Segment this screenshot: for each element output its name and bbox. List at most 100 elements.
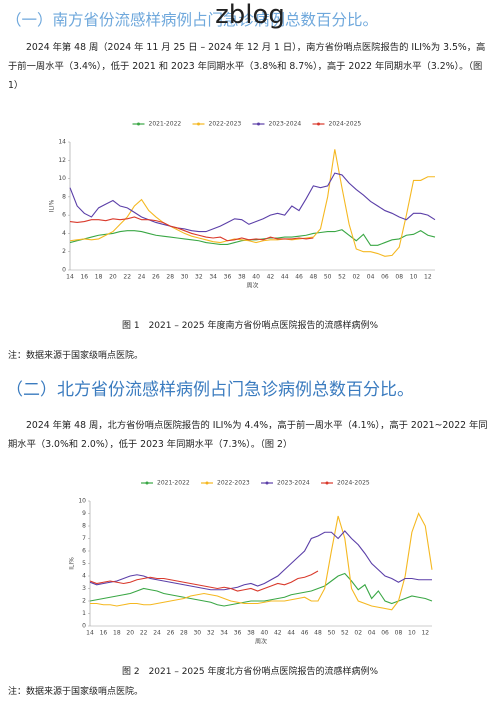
series-line: [69, 172, 436, 233]
legend-marker: [325, 481, 329, 485]
x-tick-label: 44: [287, 630, 295, 637]
x-tick-label: 08: [395, 630, 403, 637]
legend-label: 2023-2024: [269, 121, 302, 128]
y-tick-label: 14: [58, 139, 66, 146]
x-tick-label: 34: [209, 274, 217, 281]
x-tick-label: 06: [381, 274, 389, 281]
x-tick-label: 16: [80, 274, 88, 281]
series-line: [89, 530, 432, 591]
x-tick-label: 30: [193, 630, 201, 637]
legend-label: 2023-2024: [277, 480, 310, 487]
x-tick-label: 46: [301, 630, 309, 637]
y-tick-label: 8: [62, 193, 66, 200]
x-tick-label: 42: [267, 274, 275, 281]
x-tick-label: 20: [109, 274, 117, 281]
caption: 图 1 2021 – 2025 年度南方省份哨点医院报告的流感样病例%: [121, 321, 379, 331]
x-tick-label: 08: [395, 274, 403, 281]
x-tick-label: 12: [421, 630, 429, 637]
x-tick-label: 10: [410, 274, 418, 281]
x-tick-label: 40: [252, 274, 260, 281]
x-tick-label: 36: [224, 274, 232, 281]
x-tick-label: 36: [234, 630, 242, 637]
y-axis-label: ILI%: [49, 199, 56, 212]
series-line: [89, 570, 319, 592]
x-tick-label: 02: [352, 274, 360, 281]
x-tick-label: 30: [181, 274, 189, 281]
x-tick-label: 52: [338, 274, 346, 281]
x-tick-label: 20: [126, 630, 134, 637]
legend-marker: [145, 481, 149, 485]
x-tick-label: 42: [274, 630, 282, 637]
x-tick-label: 44: [281, 274, 289, 281]
paragraph: 2024 年第 48 周（2024 年 11 月 25 日 – 2024 年 1…: [8, 42, 486, 91]
y-tick-label: 1: [82, 610, 86, 617]
series-line: [69, 216, 314, 242]
legend-label: 2021-2022: [149, 121, 182, 128]
y-tick-label: 0: [82, 623, 86, 630]
x-tick-label: 16: [100, 630, 108, 637]
y-tick-label: 4: [82, 573, 86, 580]
x-tick-label: 10: [408, 630, 416, 637]
x-tick-label: 26: [152, 274, 160, 281]
y-tick-label: 10: [58, 175, 66, 182]
x-tick-label: 32: [195, 274, 203, 281]
x-tick-label: 24: [153, 630, 161, 637]
x-tick-label: 26: [167, 630, 175, 637]
y-tick-label: 4: [62, 230, 66, 237]
y-tick-label: 2: [82, 598, 86, 605]
y-tick-label: 0: [62, 267, 66, 274]
y-tick-label: 8: [82, 523, 86, 530]
note: 注：数据来源于国家级哨点医院。: [8, 687, 144, 697]
y-tick-label: 10: [78, 498, 86, 505]
x-tick-label: 24: [138, 274, 146, 281]
legend-label: 2024-2025: [337, 480, 370, 487]
x-tick-label: 32: [207, 630, 215, 637]
heading: （一）南方省份流感样病例占门急诊病例总数百分比。: [6, 11, 379, 29]
legend-label: 2022-2023: [217, 480, 250, 487]
x-tick-label: 18: [113, 630, 121, 637]
legend-marker: [205, 481, 209, 485]
caption: 图 2 2021 – 2025 年度北方省份哨点医院报告的流感样病例%: [121, 667, 379, 677]
series-line: [90, 512, 433, 611]
x-tick-label: 46: [295, 274, 303, 281]
y-tick-label: 3: [82, 585, 86, 592]
x-tick-label: 48: [314, 630, 322, 637]
y-tick-label: 2: [62, 248, 66, 255]
x-tick-label: 22: [140, 630, 148, 637]
x-tick-label: 28: [180, 630, 188, 637]
paragraph: 2024 年第 48 周，北方省份哨点医院报告的 ILI%为 4.4%，高于前一…: [8, 420, 488, 450]
x-tick-label: 34: [220, 630, 228, 637]
x-tick-label: 04: [368, 630, 376, 637]
legend-label: 2021-2022: [157, 480, 190, 487]
note: 注：数据来源于国家级哨点医院。: [8, 351, 144, 361]
y-axis-label: ILI%: [69, 557, 76, 570]
x-tick-label: 52: [341, 630, 349, 637]
y-tick-label: 7: [82, 535, 86, 542]
x-tick-label: 28: [166, 274, 174, 281]
x-tick-label: 14: [66, 274, 74, 281]
x-tick-label: 14: [86, 630, 94, 637]
x-tick-label: 48: [310, 274, 318, 281]
x-tick-label: 38: [238, 274, 246, 281]
x-tick-label: 50: [324, 274, 332, 281]
legend-marker: [257, 122, 260, 126]
series-line: [69, 229, 436, 246]
x-tick-label: 12: [424, 274, 432, 281]
y-tick-label: 6: [62, 212, 66, 219]
x-tick-label: 02: [354, 630, 362, 637]
x-tick-label: 18: [95, 274, 103, 281]
legend-marker: [265, 481, 269, 485]
watermark: zblog: [215, 0, 285, 30]
x-tick-label: 38: [247, 630, 255, 637]
y-tick-label: 6: [82, 548, 86, 555]
legend-marker: [137, 122, 140, 126]
legend-label: 2024-2025: [329, 121, 362, 128]
y-tick-label: 5: [82, 560, 86, 567]
series-line: [89, 572, 433, 607]
heading: （二）北方省份流感样病例占门急诊病例总数百分比。: [6, 380, 414, 400]
x-tick-label: 22: [123, 274, 131, 281]
y-tick-label: 12: [58, 157, 66, 164]
